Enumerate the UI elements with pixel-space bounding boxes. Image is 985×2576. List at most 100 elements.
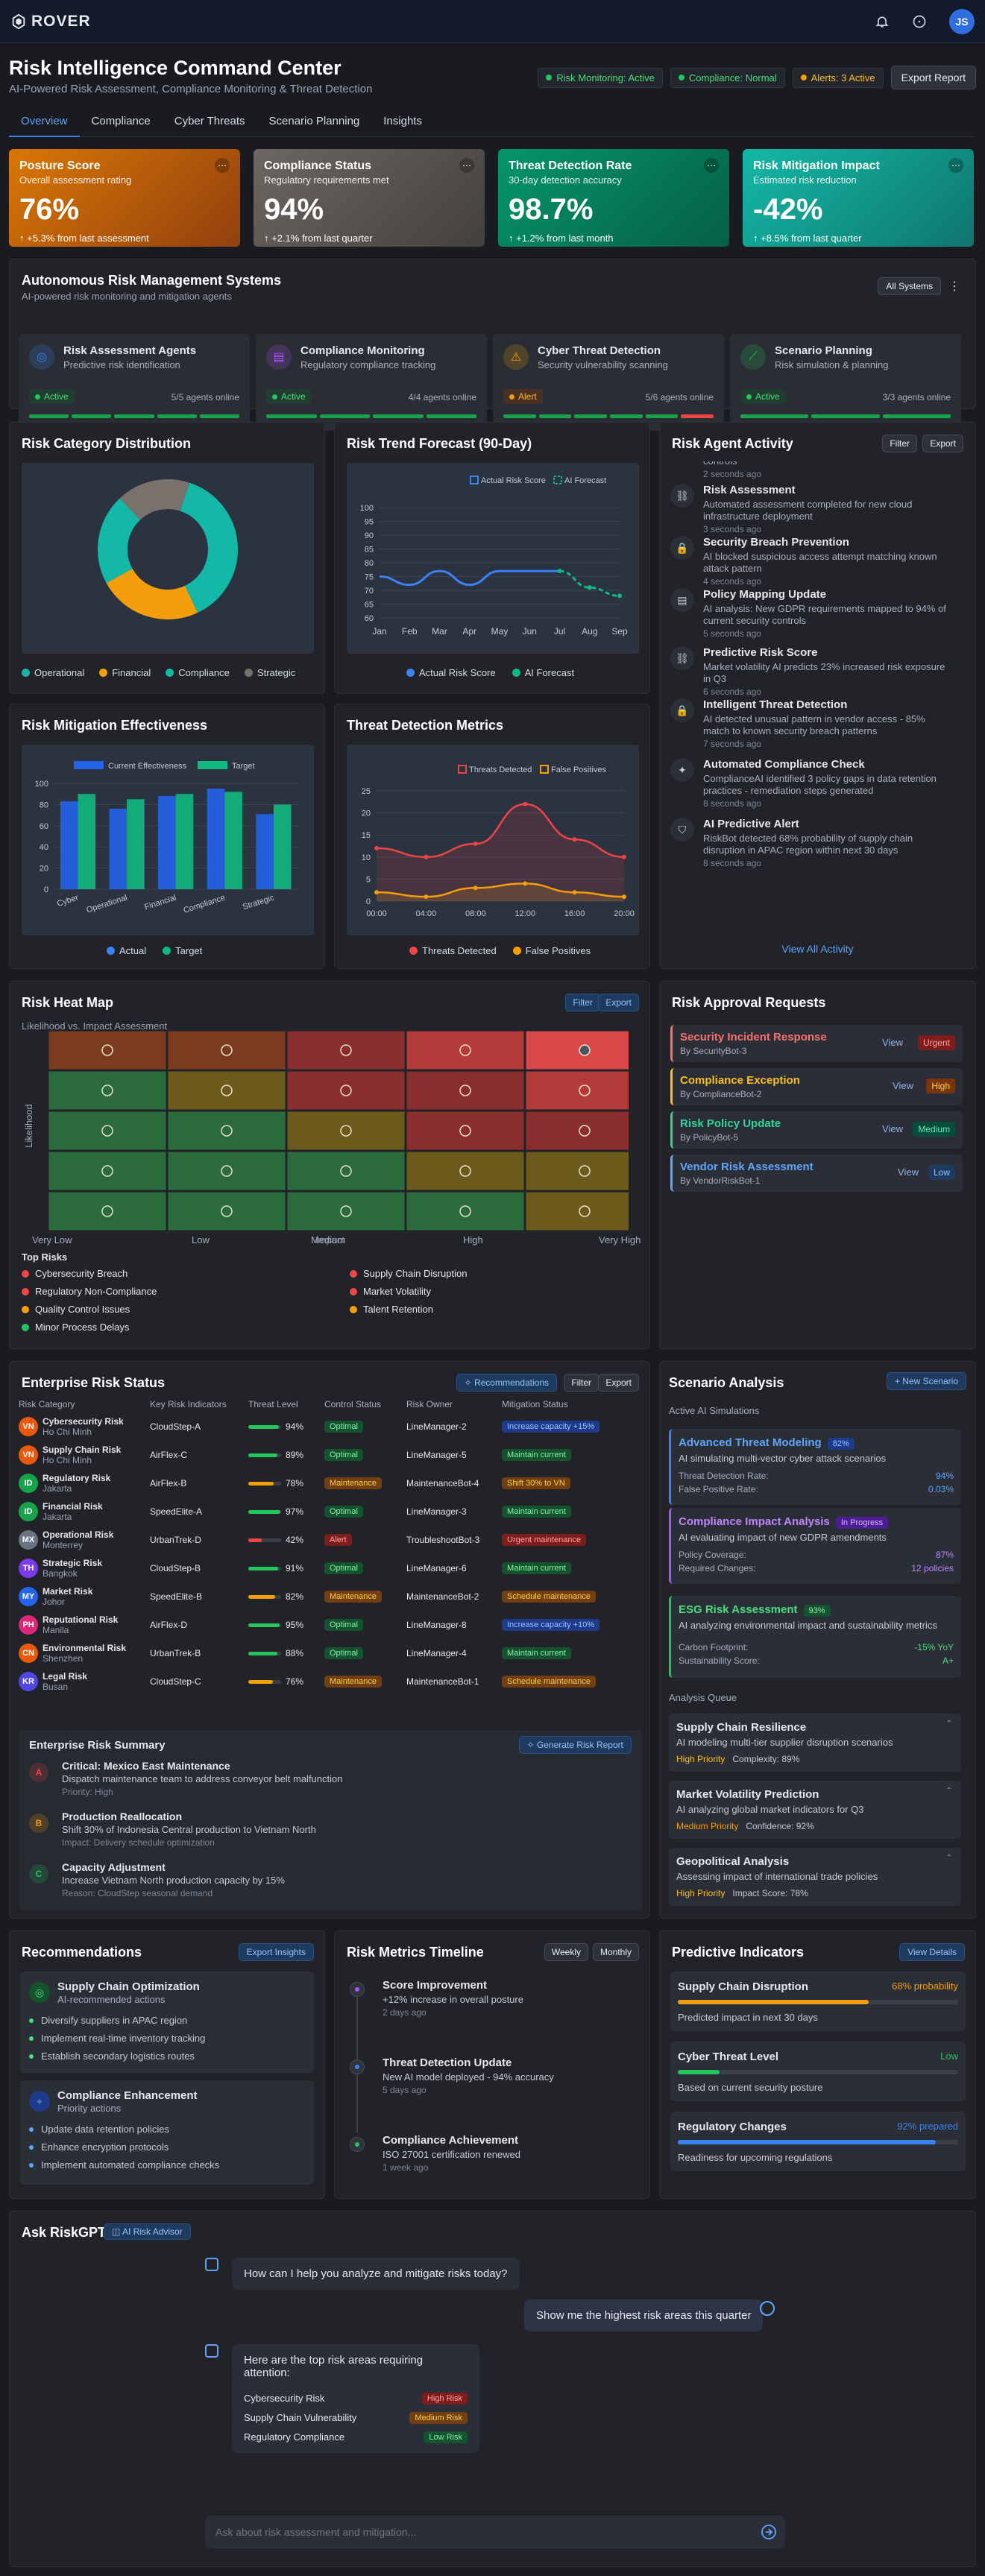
- data-point[interactable]: [473, 842, 478, 847]
- view-details-button[interactable]: View Details: [899, 1943, 965, 1961]
- mitigation-status-badge[interactable]: Maintain current: [502, 1506, 571, 1518]
- risk-marker[interactable]: [579, 1205, 591, 1217]
- data-point[interactable]: [622, 854, 626, 859]
- column-header[interactable]: Mitigation Status: [502, 1399, 568, 1409]
- risk-marker[interactable]: [459, 1165, 471, 1177]
- top-risk-item[interactable]: Talent Retention: [350, 1304, 433, 1315]
- risk-marker[interactable]: [101, 1044, 113, 1056]
- risk-marker[interactable]: [459, 1044, 471, 1056]
- heatmap-cell[interactable]: [525, 1191, 629, 1231]
- donut-slice[interactable]: [98, 498, 141, 584]
- risk-area-row[interactable]: Cybersecurity Risk High Risk: [244, 2393, 468, 2412]
- column-header[interactable]: Key Risk Indicators: [150, 1399, 227, 1409]
- approval-view-button[interactable]: View: [882, 1123, 903, 1134]
- approval-request[interactable]: Risk Policy Update By PolicyBot-5 View Medi…: [670, 1111, 963, 1149]
- activity-filter-button[interactable]: Filter: [882, 435, 917, 452]
- risk-marker[interactable]: [579, 1044, 591, 1056]
- heatmap-filter-button[interactable]: Filter: [565, 994, 600, 1011]
- top-risk-item[interactable]: Minor Process Delays: [22, 1322, 129, 1333]
- queue-item[interactable]: Market Volatility Prediction AI analyzing…: [669, 1781, 961, 1839]
- recommendation-action[interactable]: Update data retention policies: [29, 2124, 169, 2135]
- table-row[interactable]: TH Strategic Risk Bangkok CloudStep-B 91% Opt…: [19, 1554, 638, 1582]
- simulation-card[interactable]: ESG Risk Assessment 93% AI analyzing envir…: [669, 1596, 961, 1678]
- view-all-activity-link[interactable]: View All Activity: [781, 943, 854, 955]
- mitigation-status-badge[interactable]: Maintain current: [502, 1562, 571, 1574]
- column-header[interactable]: Control Status: [324, 1399, 382, 1409]
- column-header[interactable]: Risk Category: [19, 1399, 75, 1409]
- heatmap-cell[interactable]: [406, 1031, 525, 1070]
- heatmap-cell[interactable]: [286, 1031, 406, 1070]
- data-point[interactable]: [622, 894, 626, 900]
- bell-icon[interactable]: [875, 14, 890, 29]
- heatmap-cell[interactable]: [406, 1151, 525, 1191]
- risk-marker[interactable]: [221, 1165, 233, 1177]
- heatmap-cell[interactable]: [48, 1070, 167, 1111]
- donut-slice[interactable]: [119, 479, 190, 521]
- table-row[interactable]: PH Reputational Risk Manila AirFlex-D 95% Opt…: [19, 1611, 638, 1639]
- heatmap-cell[interactable]: [167, 1151, 286, 1191]
- heatmap-cell[interactable]: [167, 1031, 286, 1070]
- summary-item[interactable]: C Capacity Adjustment Increase Vietnam Nor…: [29, 1861, 626, 1909]
- heatmap-cell[interactable]: [286, 1070, 406, 1111]
- activity-item[interactable]: ✦ Automated Compliance Check ComplianceAI …: [670, 758, 954, 810]
- enterprise-filter-button[interactable]: Filter: [564, 1374, 599, 1392]
- predictive-indicator[interactable]: Regulatory Changes 92% prepared Readiness …: [670, 2112, 966, 2171]
- activity-item[interactable]: ⛓ Risk Assessment Automated assessment com…: [670, 484, 954, 536]
- system-card[interactable]: ◎ Risk Assessment Agents Predictive risk i…: [19, 334, 250, 431]
- risk-marker[interactable]: [340, 1044, 352, 1056]
- top-risk-item[interactable]: Market Volatility: [350, 1286, 431, 1297]
- activity-item[interactable]: ⛓ Predictive Risk Score Market volatility …: [670, 646, 954, 698]
- activity-item[interactable]: ▤ Policy Mapping Update AI analysis: New G…: [670, 588, 954, 640]
- generate-report-button[interactable]: ✧ Generate Risk Report: [518, 1736, 632, 1754]
- heatmap-cell[interactable]: [286, 1151, 406, 1191]
- heatmap-cell[interactable]: [167, 1191, 286, 1231]
- approval-request[interactable]: Security Incident Response By SecurityBot…: [670, 1025, 963, 1062]
- data-point[interactable]: [617, 593, 622, 599]
- risk-marker[interactable]: [459, 1125, 471, 1137]
- recommendation-action[interactable]: Implement automated compliance checks: [29, 2159, 219, 2171]
- data-point[interactable]: [557, 569, 562, 574]
- table-row[interactable]: VN Supply Chain Risk Ho Chi Minh AirFlex-C 8…: [19, 1441, 638, 1469]
- risk-marker[interactable]: [101, 1205, 113, 1217]
- export-report-button[interactable]: Export Report: [890, 66, 976, 89]
- more-icon[interactable]: ⋯: [948, 158, 963, 173]
- table-row[interactable]: VN Cybersecurity Risk Ho Chi Minh CloudStep…: [19, 1412, 638, 1441]
- mitigation-status-badge[interactable]: Schedule maintenance: [502, 1676, 596, 1688]
- approval-view-button[interactable]: View: [882, 1037, 903, 1048]
- export-insights-button[interactable]: Export Insights: [238, 1943, 314, 1961]
- activity-feed[interactable]: controls 2 seconds ago ⛓ Risk Assessment Aut…: [660, 461, 977, 924]
- heatmap-cell[interactable]: [406, 1111, 525, 1151]
- risk-marker[interactable]: [340, 1205, 352, 1217]
- risk-area-row[interactable]: Regulatory Compliance Low Risk: [244, 2431, 468, 2451]
- risk-marker[interactable]: [340, 1165, 352, 1177]
- heatmap-cell[interactable]: [48, 1111, 167, 1151]
- summary-item[interactable]: B Production Reallocation Shift 30% of Ind…: [29, 1811, 626, 1858]
- bar[interactable]: [175, 794, 194, 889]
- simulation-card[interactable]: Advanced Threat Modeling 82% AI simulating…: [669, 1429, 961, 1505]
- data-point[interactable]: [374, 845, 379, 850]
- recommendation-action[interactable]: Diversify suppliers in APAC region: [29, 2015, 187, 2026]
- recommendations-button[interactable]: ✧ Recommendations: [456, 1374, 557, 1392]
- bar[interactable]: [127, 799, 145, 889]
- top-risk-item[interactable]: Supply Chain Disruption: [350, 1268, 467, 1279]
- mitigation-status-badge[interactable]: Maintain current: [502, 1647, 571, 1659]
- column-header[interactable]: Threat Level: [248, 1399, 298, 1409]
- recommendation-action[interactable]: Enhance encryption protocols: [29, 2141, 169, 2153]
- heatmap-cell[interactable]: [525, 1031, 629, 1070]
- risk-marker[interactable]: [579, 1085, 591, 1096]
- bar[interactable]: [273, 804, 292, 889]
- tab-insights[interactable]: Insights: [383, 115, 422, 127]
- monthly-toggle[interactable]: Monthly: [592, 1943, 639, 1961]
- data-point[interactable]: [374, 890, 379, 895]
- activity-item[interactable]: 🔒 Security Breach Prevention AI blocked su…: [670, 536, 954, 588]
- recommendation-action[interactable]: Establish secondary logistics routes: [29, 2051, 195, 2062]
- mitigation-status-badge[interactable]: Urgent maintenance: [502, 1534, 587, 1546]
- bar[interactable]: [207, 789, 225, 889]
- chevron-up-icon[interactable]: ⌃: [945, 1854, 952, 1862]
- donut-slice[interactable]: [106, 568, 198, 619]
- risk-marker[interactable]: [579, 1125, 591, 1137]
- user-avatar[interactable]: JS: [949, 8, 975, 34]
- mitigation-status-badge[interactable]: Schedule maintenance: [502, 1591, 596, 1603]
- mitigation-status-badge[interactable]: Shift 30% to VN: [502, 1477, 570, 1489]
- bar[interactable]: [256, 814, 274, 889]
